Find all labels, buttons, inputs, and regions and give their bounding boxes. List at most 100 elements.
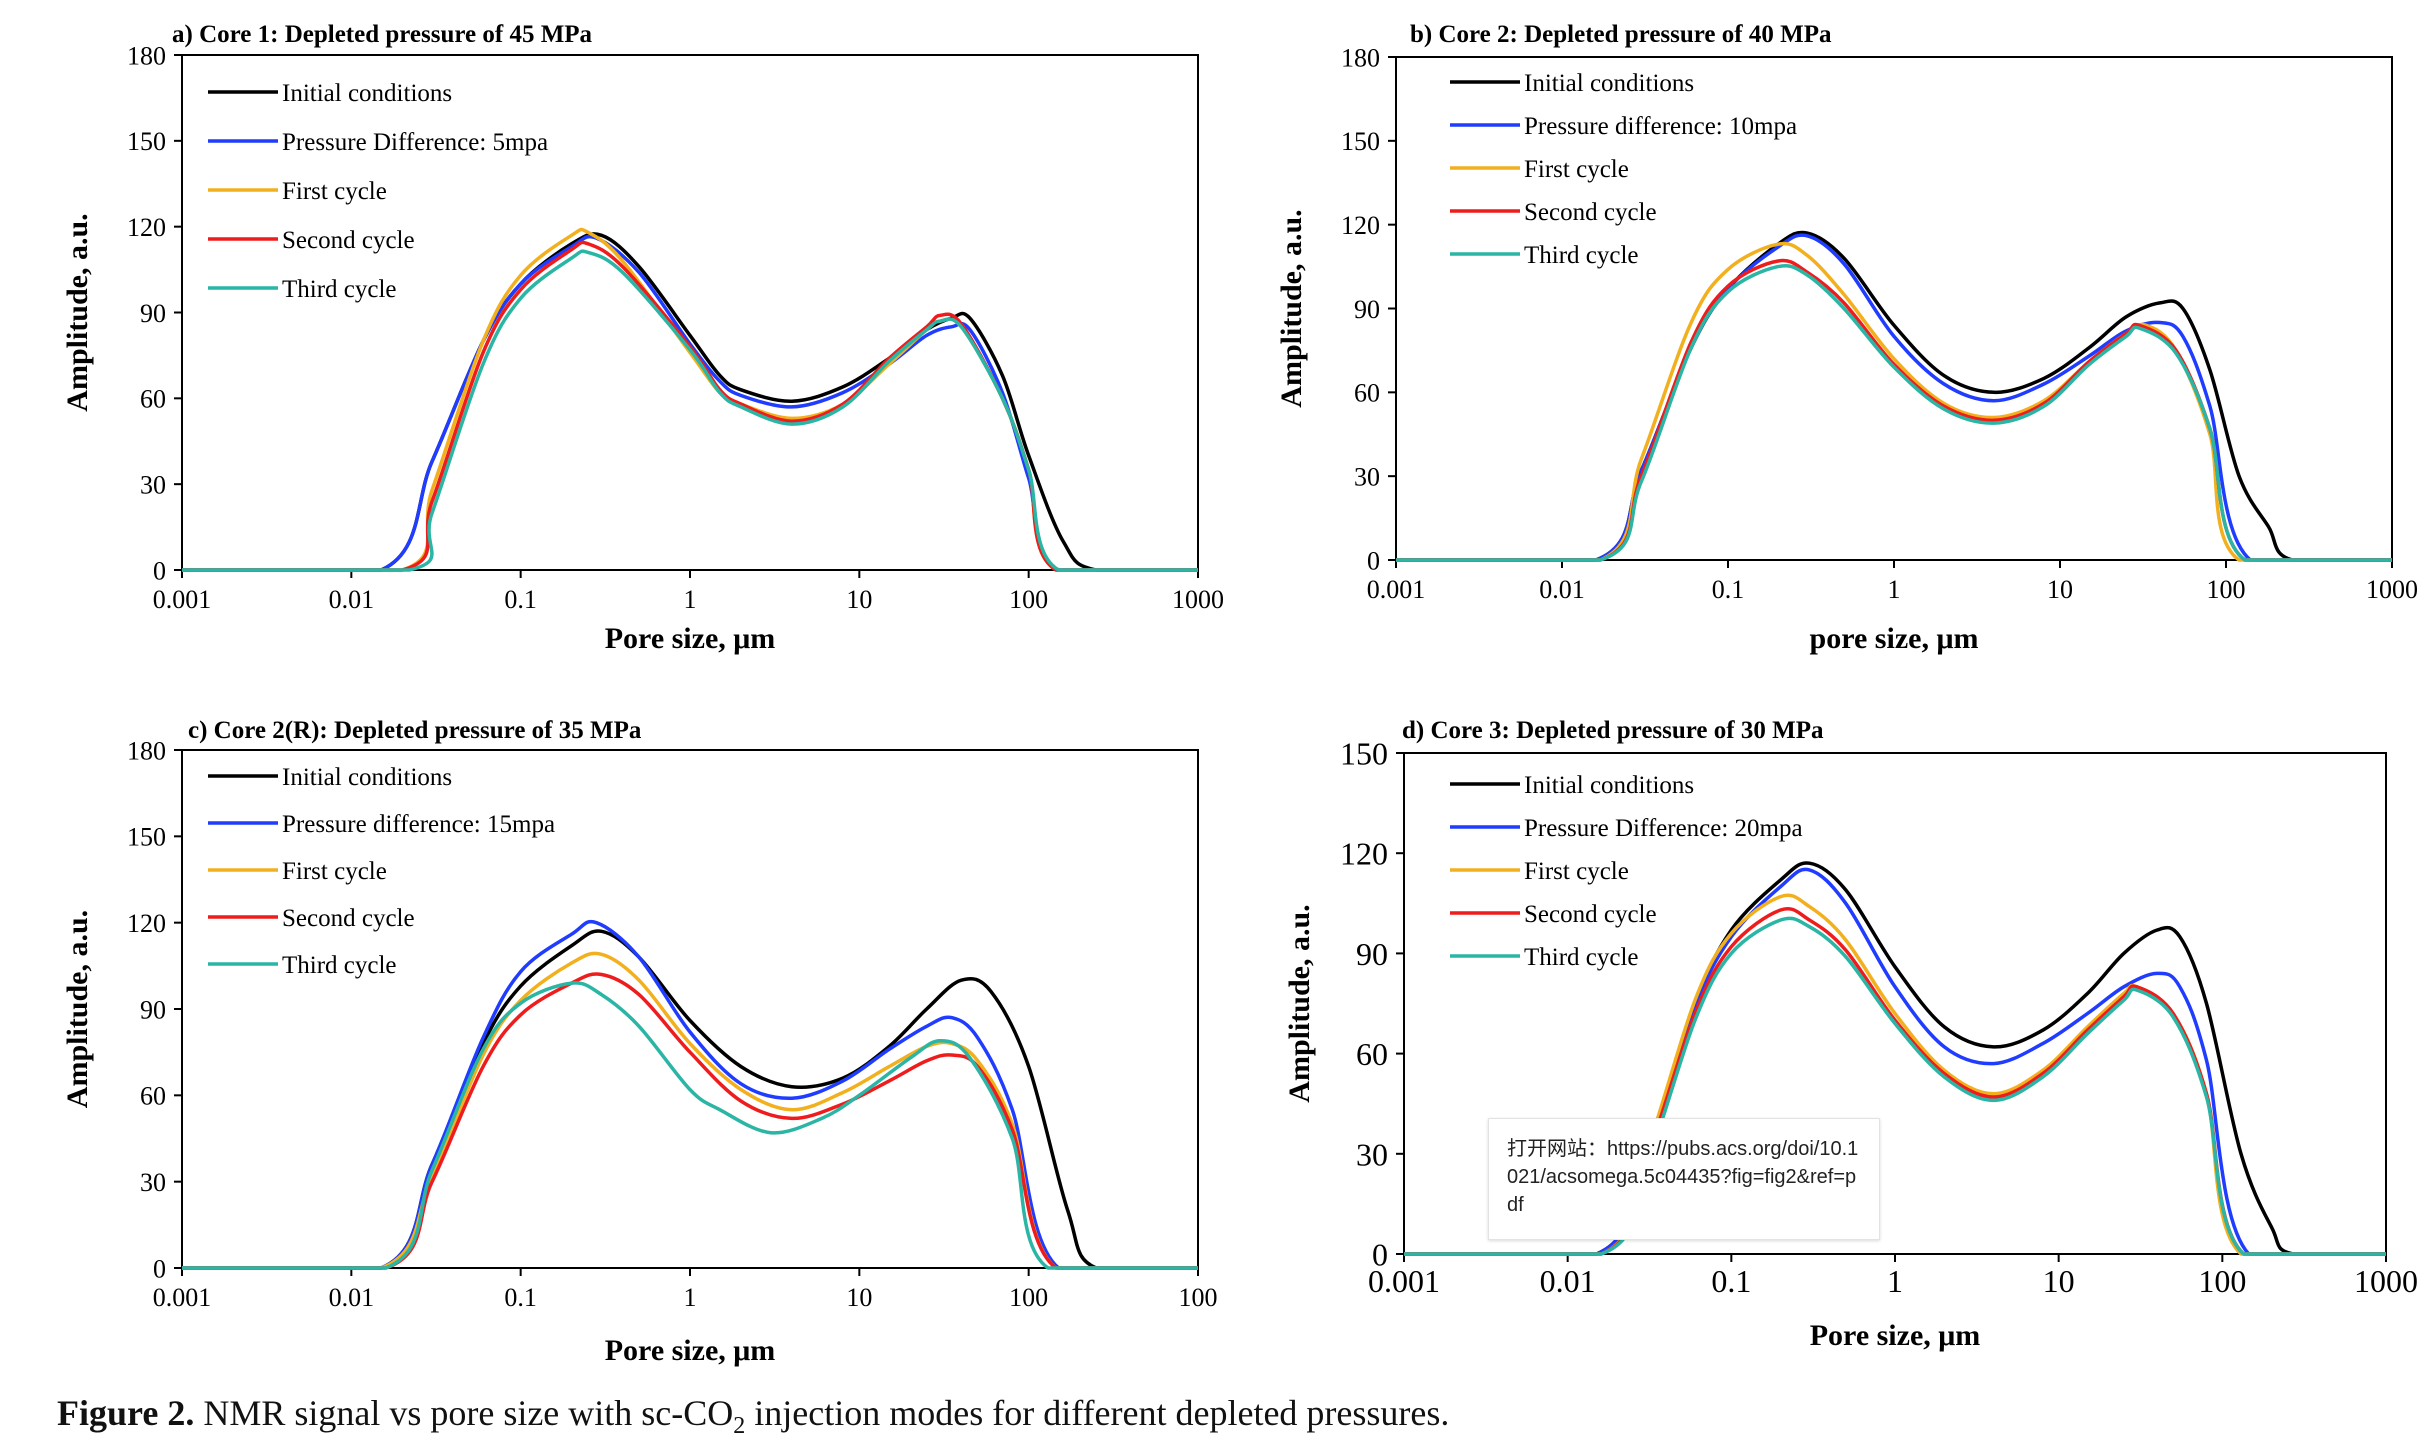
- legend-label-third: Third cycle: [1524, 944, 1639, 971]
- y-tick-label: 60: [140, 385, 166, 414]
- x-tick-label: 10: [846, 585, 872, 614]
- x-tick-label: 1000: [2366, 575, 2418, 604]
- y-axis-label: Amplitude, a.u.: [61, 910, 94, 1108]
- legend-label-pressure: Pressure difference: 15mpa: [282, 811, 555, 838]
- y-tick-label: 90: [1356, 936, 1388, 972]
- y-tick-label: 90: [140, 995, 166, 1024]
- x-tick-label: 0.1: [504, 1283, 537, 1312]
- chart-b: b) Core 2: Depleted pressure of 40 MPa 0 3…: [1275, 21, 2418, 655]
- x-tick-label: 100: [1009, 585, 1048, 614]
- url-tooltip[interactable]: 打开网站：https://pubs.acs.org/doi/10.1021/ac…: [1488, 1118, 1880, 1240]
- x-tick-label: 100: [1179, 1283, 1218, 1312]
- x-axis-label: Pore size, μm: [1810, 1319, 1981, 1352]
- chart-d: d) Core 3: Depleted pressure of 30 MPa 0 3…: [1283, 717, 2418, 1352]
- legend-label-second: Second cycle: [1524, 199, 1657, 226]
- legend-label-pressure: Pressure Difference: 20mpa: [1524, 815, 1803, 842]
- y-tick-label: 0: [153, 556, 166, 585]
- y-tick-label: 150: [127, 823, 166, 852]
- caption-text-pre: NMR signal vs pore size with sc-CO: [203, 1393, 734, 1433]
- series-line-pressure: [1396, 233, 2392, 562]
- y-axis-label: Amplitude, a.u.: [1283, 904, 1316, 1102]
- x-axis-label: pore size, μm: [1810, 622, 1979, 655]
- legend-label-pressure: Pressure Difference: 5mpa: [282, 129, 548, 156]
- series-line-third: [182, 249, 1198, 572]
- legend-label-initial: Initial conditions: [1524, 70, 1694, 97]
- y-tick-label: 180: [127, 41, 166, 70]
- y-tick-label: 60: [140, 1082, 166, 1111]
- x-tick-label: 1: [1888, 575, 1901, 604]
- x-tick-label: 0.1: [504, 585, 537, 614]
- legend-label-second: Second cycle: [1524, 901, 1657, 928]
- legend-label-first: First cycle: [1524, 156, 1629, 183]
- y-tick-label: 120: [1341, 211, 1380, 240]
- figure-caption: Figure 2. NMR signal vs pore size with s…: [57, 1392, 1449, 1440]
- x-tick-label: 0.01: [1539, 575, 1585, 604]
- series-line-third: [1396, 263, 2392, 562]
- y-tick-label: 30: [140, 471, 166, 500]
- x-tick-label: 100: [2207, 575, 2246, 604]
- caption-label: Figure 2.: [57, 1393, 195, 1433]
- y-tick-label: 90: [1354, 295, 1380, 324]
- y-tick-label: 30: [140, 1168, 166, 1197]
- series-line-initial: [1396, 230, 2392, 562]
- caption-subscript: 2: [733, 1413, 746, 1440]
- x-axis-label: Pore size, μm: [605, 1334, 776, 1367]
- y-tick-label: 150: [1340, 736, 1388, 772]
- series-line-second: [182, 972, 1198, 1270]
- series-line-pressure: [182, 234, 1198, 572]
- y-tick-label: 150: [127, 127, 166, 156]
- y-tick-label: 30: [1356, 1136, 1388, 1172]
- legend-label-pressure: Pressure difference: 10mpa: [1524, 113, 1797, 140]
- y-tick-label: 180: [1341, 43, 1380, 72]
- chart-title: d) Core 3: Depleted pressure of 30 MPa: [1402, 717, 1824, 744]
- x-tick-label: 0.01: [329, 585, 375, 614]
- y-tick-label: 90: [140, 299, 166, 328]
- series-line-second: [1396, 258, 2392, 562]
- y-tick-label: 120: [127, 909, 166, 938]
- series-line-first: [182, 951, 1198, 1270]
- x-tick-label: 1: [684, 1283, 697, 1312]
- legend-label-first: First cycle: [282, 858, 387, 885]
- legend-label-second: Second cycle: [282, 227, 415, 254]
- y-tick-label: 120: [127, 213, 166, 242]
- legend-label-second: Second cycle: [282, 905, 415, 932]
- series-line-first: [1396, 241, 2392, 562]
- chart-title: a) Core 1: Depleted pressure of 45 MPa: [172, 21, 593, 48]
- x-tick-label: 0.1: [1711, 1263, 1751, 1299]
- legend-label-first: First cycle: [1524, 858, 1629, 885]
- x-tick-label: 0.001: [153, 1283, 212, 1312]
- y-tick-label: 30: [1354, 463, 1380, 492]
- chart-title: c) Core 2(R): Depleted pressure of 35 MP…: [188, 717, 642, 744]
- y-tick-label: 0: [153, 1254, 166, 1283]
- legend-label-initial: Initial conditions: [282, 764, 452, 791]
- y-tick-label: 0: [1367, 546, 1380, 575]
- y-tick-label: 0: [1372, 1237, 1388, 1273]
- y-tick-label: 120: [1340, 836, 1388, 872]
- x-axis-label: Pore size, μm: [605, 622, 776, 655]
- x-tick-label: 0.01: [1540, 1263, 1596, 1299]
- legend-label-third: Third cycle: [282, 952, 397, 979]
- y-tick-label: 60: [1354, 379, 1380, 408]
- x-tick-label: 10: [2043, 1263, 2075, 1299]
- x-tick-label: 0.01: [329, 1283, 375, 1312]
- y-tick-label: 150: [1341, 127, 1380, 156]
- series-line-initial: [182, 929, 1198, 1270]
- y-tick-label: 180: [127, 736, 166, 765]
- x-tick-label: 0.001: [1367, 575, 1426, 604]
- x-tick-label: 0.001: [153, 585, 212, 614]
- caption-text-post: injection modes for different depleted p…: [754, 1393, 1450, 1433]
- chart-c: c) Core 2(R): Depleted pressure of 35 MP…: [61, 717, 1218, 1367]
- x-tick-label: 100: [2198, 1263, 2246, 1299]
- legend-label-initial: Initial conditions: [282, 80, 452, 107]
- series-line-pressure: [182, 919, 1198, 1270]
- legend-label-third: Third cycle: [1524, 242, 1639, 269]
- y-axis-label: Amplitude, a.u.: [1275, 209, 1308, 407]
- legend-label-third: Third cycle: [282, 276, 397, 303]
- x-tick-label: 1000: [1172, 585, 1224, 614]
- x-tick-label: 1000: [2354, 1263, 2418, 1299]
- tooltip-url[interactable]: https://pubs.acs.org/doi/10.1021/acsomeg…: [1507, 1138, 1859, 1216]
- legend-label-initial: Initial conditions: [1524, 772, 1694, 799]
- y-axis-label: Amplitude, a.u.: [61, 213, 94, 411]
- series-line-third: [182, 981, 1198, 1270]
